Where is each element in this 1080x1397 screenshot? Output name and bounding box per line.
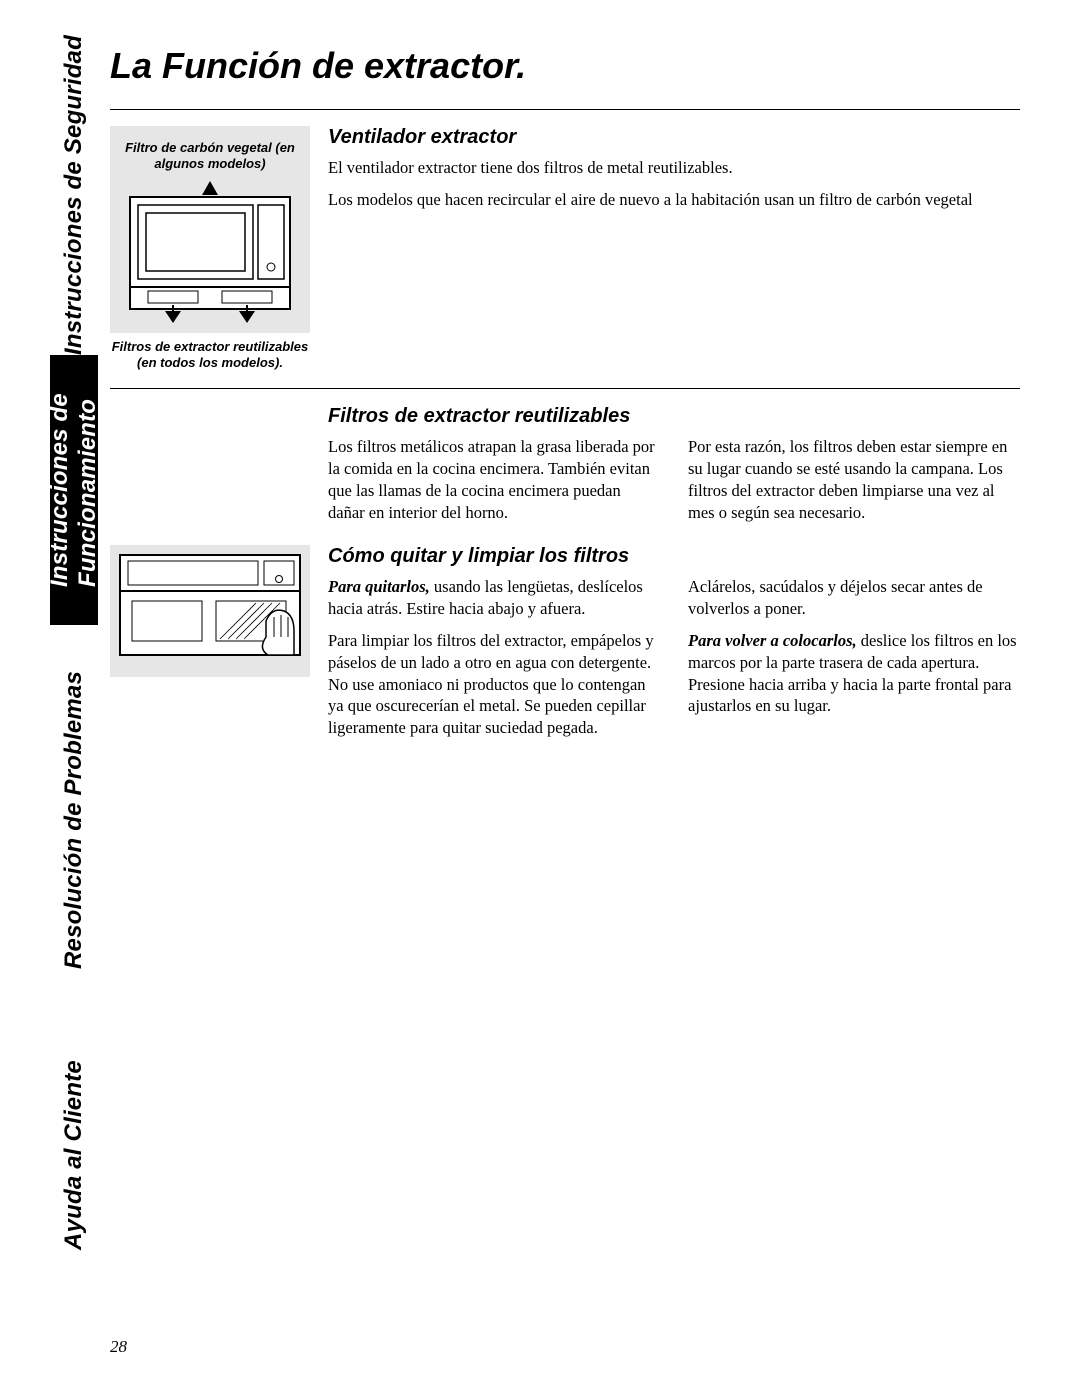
tab-label: Instrucciones de Funcionamiento — [46, 393, 102, 587]
section3-right-p1: Aclárelos, sacúdalos y déjelos secar ant… — [688, 576, 1020, 620]
tab-label: Resolución de Problemas — [60, 671, 88, 969]
section1-text: Ventilador extractor El ventilador extra… — [328, 126, 1020, 374]
tab-label: Instrucciones de Seguridad — [60, 35, 88, 355]
para-lead: Para volver a colocarlos, — [688, 631, 857, 650]
tab-ayuda[interactable]: Ayuda al Cliente — [50, 1015, 98, 1295]
microwave-diagram-icon — [120, 175, 300, 325]
tab-label: Ayuda al Cliente — [60, 1060, 88, 1250]
page-number: 28 — [110, 1337, 127, 1357]
section1-p2: Los modelos que hacen recircular el aire… — [328, 189, 1020, 211]
figure-spacer — [110, 405, 310, 533]
figure-1-caption-bottom: Filtros de extractor reutilizables (en t… — [110, 339, 310, 370]
section3-heading: Cómo quitar y limpiar los filtros — [328, 545, 1020, 568]
tab-funcionamiento[interactable]: Instrucciones de Funcionamiento — [50, 355, 98, 625]
page-title: La Función de extractor. — [110, 45, 1020, 87]
section2-heading: Filtros de extractor reutilizables — [328, 405, 1020, 428]
section2-text: Filtros de extractor reutilizables Los f… — [328, 405, 1020, 533]
section3-text: Cómo quitar y limpiar los filtros Para q… — [328, 545, 1020, 748]
section2-left: Los filtros metálicos atrapan la grasa l… — [328, 436, 660, 523]
figure-1-caption-top: Filtro de carbón vegetal (en algunos mod… — [116, 140, 304, 171]
section1-heading: Ventilador extractor — [328, 126, 1020, 149]
section2-right: Por esta razón, los filtros deben estar … — [688, 436, 1020, 523]
tab-label-line2: Funcionamiento — [74, 393, 102, 587]
figure-2-container — [110, 545, 310, 748]
section3-left-p1: Para quitarlos, usando las lengüetas, de… — [328, 576, 660, 620]
tab-label-line1: Instrucciones de — [46, 393, 73, 587]
section3-right-p2: Para volver a colocarlos, deslice los fi… — [688, 630, 1020, 717]
section3-left-p2: Para limpiar los filtros del extractor, … — [328, 630, 660, 739]
section-filtros: Filtros de extractor reutilizables Los f… — [110, 389, 1020, 533]
sidebar-tabs: Instrucciones de Seguridad Instrucciones… — [50, 45, 98, 1345]
tab-seguridad[interactable]: Instrucciones de Seguridad — [50, 45, 98, 345]
para-lead: Para quitarlos, — [328, 577, 430, 596]
section-limpiar: Cómo quitar y limpiar los filtros Para q… — [110, 533, 1020, 748]
section1-p1: El ventilador extractor tiene dos filtro… — [328, 157, 1020, 179]
main-content: La Función de extractor. Filtro de carbó… — [110, 45, 1020, 749]
figure-1: Filtro de carbón vegetal (en algunos mod… — [110, 126, 310, 333]
tab-problemas[interactable]: Resolución de Problemas — [50, 635, 98, 1005]
filter-removal-diagram-icon — [116, 551, 304, 671]
figure-2 — [110, 545, 310, 677]
figure-1-container: Filtro de carbón vegetal (en algunos mod… — [110, 126, 310, 374]
section-ventilador: Filtro de carbón vegetal (en algunos mod… — [110, 110, 1020, 374]
